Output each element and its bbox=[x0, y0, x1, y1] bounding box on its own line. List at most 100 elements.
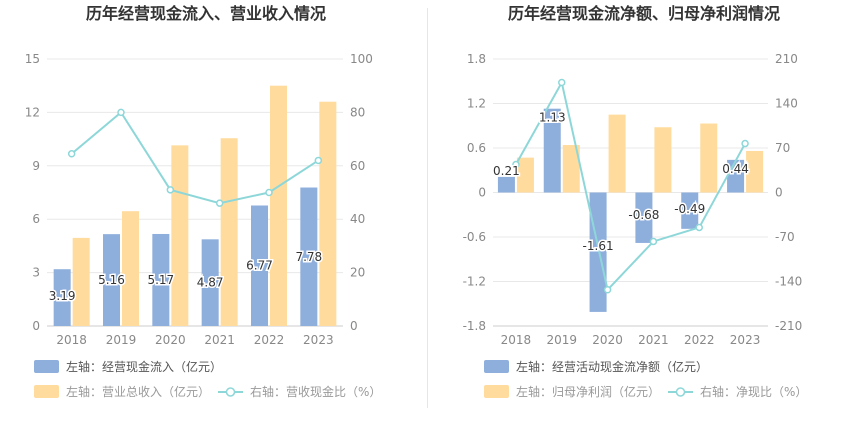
right-axis-tick-label: 60 bbox=[350, 159, 365, 173]
bar-orange bbox=[700, 123, 718, 193]
bar-blue bbox=[589, 192, 607, 312]
legend-swatch-orange bbox=[484, 385, 509, 398]
bar-blue bbox=[497, 176, 515, 193]
x-tick-label: 2020 bbox=[155, 333, 186, 347]
bar-data-label: 0.21 bbox=[493, 164, 520, 178]
x-tick-label: 2021 bbox=[638, 333, 669, 347]
bar-data-label: -0.68 bbox=[628, 208, 659, 222]
bar-orange bbox=[746, 150, 764, 193]
legend-swatch-line-marker bbox=[225, 387, 236, 397]
bar-orange bbox=[171, 145, 189, 326]
bar-data-label: 6.77 bbox=[246, 259, 273, 273]
right-axis-tick-label: 210 bbox=[775, 52, 798, 66]
bar-orange bbox=[608, 114, 626, 193]
bar-data-label: -0.49 bbox=[674, 202, 705, 216]
legend-label: 左轴：经营现金流入（亿元） bbox=[66, 359, 222, 374]
legend-label: 右轴：营收现金比（%） bbox=[250, 384, 381, 399]
bar-blue bbox=[53, 269, 71, 326]
x-tick-label: 2022 bbox=[254, 333, 285, 347]
x-tick-label: 2019 bbox=[546, 333, 577, 347]
left-axis-tick-label: 9 bbox=[32, 159, 40, 173]
legend-swatch-line-marker bbox=[675, 387, 686, 397]
chart-title: 历年经营现金流净额、归母净利润情况 bbox=[508, 4, 780, 23]
line-point bbox=[215, 199, 224, 207]
bar-orange bbox=[319, 101, 337, 326]
legend-label: 左轴：营业总收入（亿元） bbox=[66, 384, 210, 399]
bar-data-label: 3.19 bbox=[49, 289, 76, 303]
line-point bbox=[67, 150, 76, 158]
right-axis-tick-label: -140 bbox=[775, 275, 802, 289]
legend-swatch-orange bbox=[34, 385, 59, 398]
bar-blue bbox=[681, 192, 699, 229]
line-series bbox=[515, 79, 746, 292]
bar-data-label: 7.78 bbox=[295, 250, 322, 264]
legend-label: 右轴：净现比（%） bbox=[700, 384, 807, 399]
line-point bbox=[695, 223, 703, 232]
bar-blue bbox=[152, 233, 170, 326]
line-point bbox=[558, 78, 566, 87]
x-tick-label: 2019 bbox=[106, 333, 137, 347]
right-axis-tick-label: 20 bbox=[350, 266, 365, 280]
left-axis-tick-label: -1.8 bbox=[463, 319, 486, 333]
bar-data-label: 5.17 bbox=[147, 273, 174, 287]
bar-blue bbox=[201, 239, 219, 326]
left-axis-tick-label: 0 bbox=[478, 186, 486, 200]
left-axis-tick-label: 0 bbox=[32, 319, 40, 333]
line-point bbox=[314, 156, 323, 165]
left-axis-tick-label: 6 bbox=[32, 212, 40, 226]
bar-blue bbox=[103, 234, 120, 326]
legend-swatch-blue bbox=[34, 360, 59, 373]
left-axis-tick-label: 3 bbox=[32, 266, 40, 280]
x-tick-label: 2023 bbox=[730, 333, 761, 347]
x-tick-label: 2020 bbox=[592, 333, 623, 347]
bar-data-label: 4.87 bbox=[197, 276, 224, 290]
bar-blue bbox=[635, 192, 653, 243]
x-tick-label: 2018 bbox=[501, 333, 532, 347]
line-point bbox=[117, 108, 125, 117]
bar-data-label: -1.61 bbox=[583, 239, 614, 253]
bar-orange bbox=[516, 157, 534, 193]
left-axis-tick-label: -0.6 bbox=[463, 230, 486, 244]
right-axis-tick-label: 80 bbox=[350, 105, 365, 119]
bar-data-label: 1.13 bbox=[539, 111, 566, 125]
right-axis-tick-label: 100 bbox=[350, 52, 373, 66]
x-tick-label: 2021 bbox=[204, 333, 235, 347]
bar-blue bbox=[251, 205, 268, 326]
x-tick-label: 2023 bbox=[303, 333, 334, 347]
line-point bbox=[265, 188, 273, 197]
line-series bbox=[71, 110, 319, 205]
left-axis-tick-label: 0.6 bbox=[467, 141, 486, 155]
bar-data-label: 0.44 bbox=[722, 162, 749, 176]
left-axis-tick-label: 1.2 bbox=[467, 97, 486, 111]
bar-orange bbox=[220, 138, 238, 326]
bar-data-label: 5.16 bbox=[98, 273, 125, 287]
bar-orange bbox=[562, 145, 580, 193]
panel-divider bbox=[427, 8, 428, 408]
bar-blue bbox=[543, 108, 561, 193]
line-point bbox=[603, 286, 612, 294]
left-axis-tick-label: -1.2 bbox=[463, 275, 486, 289]
line-point bbox=[166, 186, 175, 194]
bar-orange bbox=[122, 211, 139, 326]
right-axis-tick-label: -70 bbox=[775, 230, 795, 244]
right-axis-tick-label: 0 bbox=[775, 186, 783, 200]
chart-title: 历年经营现金流入、营业收入情况 bbox=[86, 4, 326, 23]
x-tick-label: 2018 bbox=[56, 333, 87, 347]
x-tick-label: 2022 bbox=[684, 333, 715, 347]
right-axis-tick-label: 140 bbox=[775, 97, 798, 111]
right-axis-tick-label: 40 bbox=[350, 212, 365, 226]
left-axis-tick-label: 15 bbox=[25, 52, 40, 66]
line-point bbox=[649, 237, 658, 246]
line-point bbox=[512, 160, 520, 169]
legend-label: 左轴：归母净利润（亿元） bbox=[516, 384, 660, 399]
legend-label: 左轴：经营活动现金流净额（亿元） bbox=[516, 359, 708, 374]
right-axis-tick-label: -210 bbox=[775, 319, 802, 333]
bar-orange bbox=[72, 237, 90, 326]
left-axis-tick-label: 1.8 bbox=[467, 52, 486, 66]
legend-swatch-blue bbox=[484, 360, 509, 373]
bar-orange bbox=[654, 127, 672, 193]
bar-blue bbox=[300, 187, 318, 326]
line-point bbox=[741, 139, 749, 148]
